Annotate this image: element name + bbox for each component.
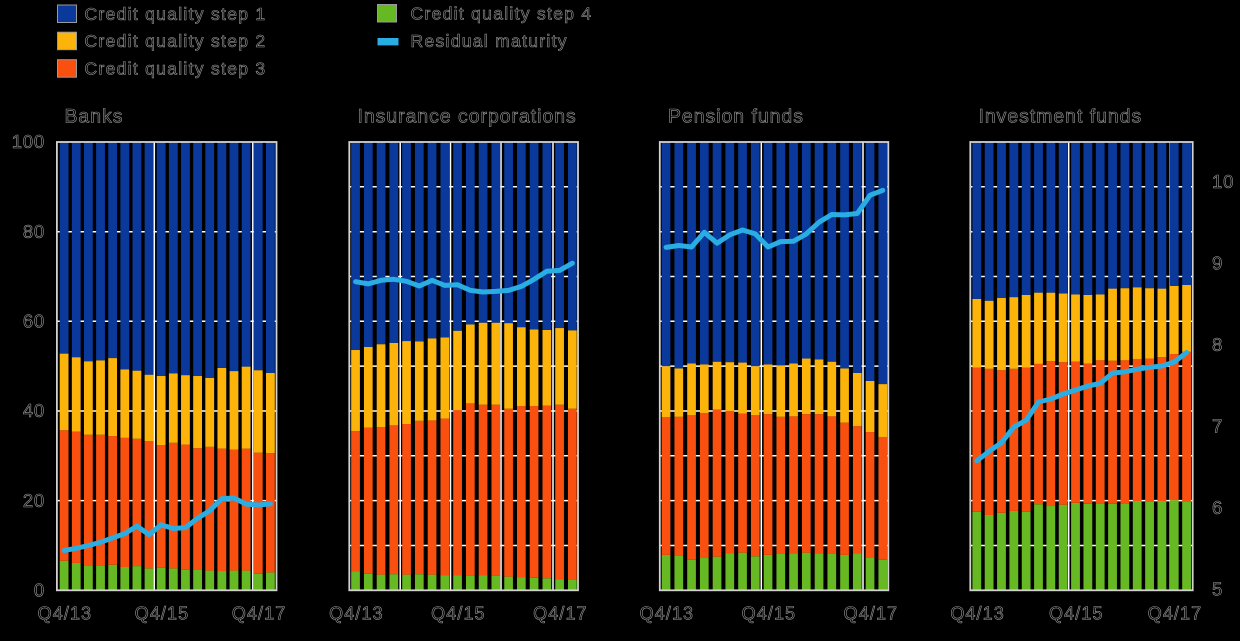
svg-text:9: 9 <box>1212 253 1223 274</box>
svg-text:7: 7 <box>1212 416 1223 437</box>
svg-text:Q4/15: Q4/15 <box>742 604 797 624</box>
svg-text:Q4/13: Q4/13 <box>38 604 93 624</box>
svg-text:10: 10 <box>1212 171 1234 192</box>
svg-text:Credit quality step 3: Credit quality step 3 <box>85 59 267 79</box>
svg-text:Q4/17: Q4/17 <box>1148 604 1203 624</box>
svg-text:5: 5 <box>1212 579 1223 600</box>
svg-text:Q4/17: Q4/17 <box>232 604 287 624</box>
svg-text:Insurance corporations: Insurance corporations <box>358 106 577 128</box>
svg-text:20: 20 <box>23 490 45 511</box>
svg-text:Banks: Banks <box>65 106 124 128</box>
svg-text:Q4/17: Q4/17 <box>844 604 899 624</box>
svg-text:Credit quality step 2: Credit quality step 2 <box>85 31 267 51</box>
svg-text:60: 60 <box>23 311 45 332</box>
svg-text:Q4/15: Q4/15 <box>135 604 190 624</box>
svg-text:Q4/13: Q4/13 <box>950 604 1005 624</box>
svg-text:Q4/13: Q4/13 <box>329 604 384 624</box>
svg-text:8: 8 <box>1212 334 1223 355</box>
svg-text:Q4/15: Q4/15 <box>1049 604 1104 624</box>
svg-text:40: 40 <box>23 400 45 421</box>
svg-text:100: 100 <box>12 131 45 152</box>
svg-text:Residual maturity: Residual maturity <box>411 31 568 51</box>
svg-text:Q4/17: Q4/17 <box>533 604 588 624</box>
svg-text:Q4/15: Q4/15 <box>431 604 486 624</box>
svg-text:Pension funds: Pension funds <box>668 106 804 128</box>
svg-text:Credit quality step 4: Credit quality step 4 <box>411 3 593 23</box>
svg-text:Credit quality step 1: Credit quality step 1 <box>85 4 267 24</box>
svg-text:Q4/13: Q4/13 <box>640 604 695 624</box>
svg-text:80: 80 <box>23 221 45 242</box>
svg-text:Investment funds: Investment funds <box>979 106 1143 128</box>
svg-text:0: 0 <box>34 580 45 601</box>
svg-text:6: 6 <box>1212 497 1223 518</box>
